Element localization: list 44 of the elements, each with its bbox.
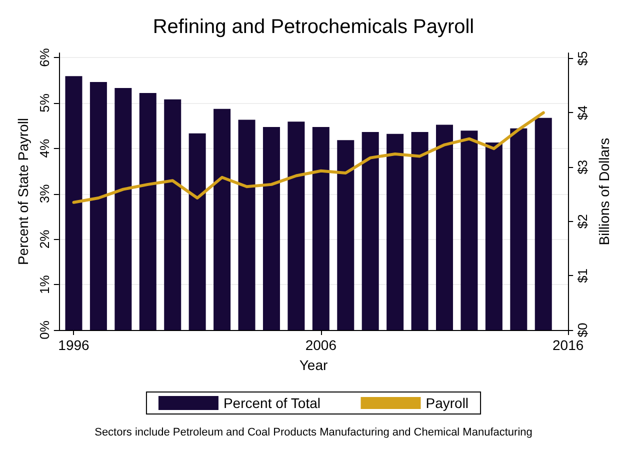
bar	[337, 140, 354, 330]
y-tick-label: 0%	[36, 320, 52, 340]
bar	[114, 88, 132, 330]
legend-label: Payroll	[426, 395, 469, 411]
bar	[238, 120, 256, 330]
y2-tick-label: $3	[575, 160, 590, 174]
line-series	[72, 111, 545, 204]
bar	[436, 124, 454, 330]
bar	[90, 82, 107, 330]
x-axis-title: Year	[299, 357, 328, 373]
bar	[188, 133, 206, 330]
y-tick-label: 1%	[36, 274, 52, 294]
x-tick-label: 2006	[305, 337, 337, 353]
y2-tick-label: $1	[575, 268, 590, 283]
x-tick-label: 2016	[552, 337, 584, 353]
text: Sectors include Petroleum and Coal Products Manufacturing and Chemical Manufacturing	[94, 426, 532, 438]
bar	[214, 108, 231, 330]
y2-axis-title: Billions of Dollars	[596, 138, 612, 246]
bar	[312, 127, 330, 330]
bar	[288, 122, 305, 330]
y-tick-label: 4%	[36, 138, 52, 158]
legend-label: Percent of Total	[223, 395, 320, 411]
y2-tick-label: $4	[575, 106, 590, 120]
y-axis-title: Percent of State Payroll	[15, 118, 31, 266]
bar	[65, 76, 82, 330]
y2-tick-label: $0	[575, 322, 590, 338]
bar	[362, 132, 379, 330]
bar	[460, 130, 478, 330]
y2-tick-label: $2	[575, 214, 590, 229]
bar	[534, 118, 552, 330]
chart-title: Refining and Petrochemicals Payroll	[152, 16, 474, 38]
y-tick-label: 2%	[36, 229, 52, 249]
bar	[485, 142, 502, 330]
bar	[262, 127, 280, 330]
bar	[164, 99, 182, 330]
bar	[386, 134, 404, 330]
bar	[510, 128, 528, 330]
y-tick-label: 5%	[36, 93, 52, 112]
y-tick-label: 6%	[36, 48, 52, 67]
bar	[411, 132, 428, 330]
y2-tick-label: $5	[575, 51, 590, 66]
bar	[139, 92, 156, 330]
x-tick-label: 1996	[58, 337, 90, 353]
y-tick-label: 3%	[36, 184, 52, 204]
